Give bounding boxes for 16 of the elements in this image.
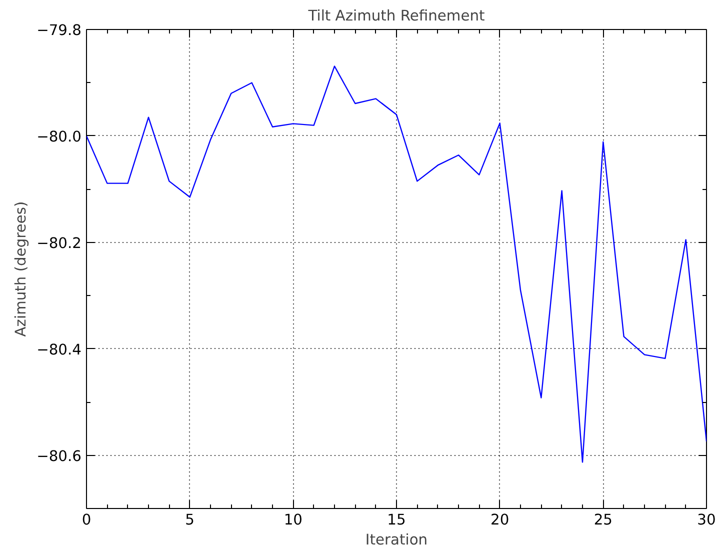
y-tick-label: −80.2 [36,234,82,252]
y-tick-label: −80.0 [36,128,82,146]
x-tick-label: 5 [185,512,194,528]
x-tick-label: 30 [697,512,716,528]
y-tick-label: −79.8 [36,22,82,39]
x-tick-label: 0 [82,512,92,528]
x-tick-label: 15 [387,512,406,528]
x-tick-label: 20 [490,512,510,528]
y-tick-label: −80.6 [36,448,82,465]
y-tick-label: −80.4 [36,341,82,358]
y-axis-title: Azimuth (degrees) [12,201,30,337]
x-tick-label: 10 [284,512,302,528]
x-axis-title: Iteration [365,532,428,548]
line-series [86,66,706,463]
x-tick-label: 25 [594,512,612,528]
chart-title: Tilt Azimuth Refinement [307,8,486,24]
